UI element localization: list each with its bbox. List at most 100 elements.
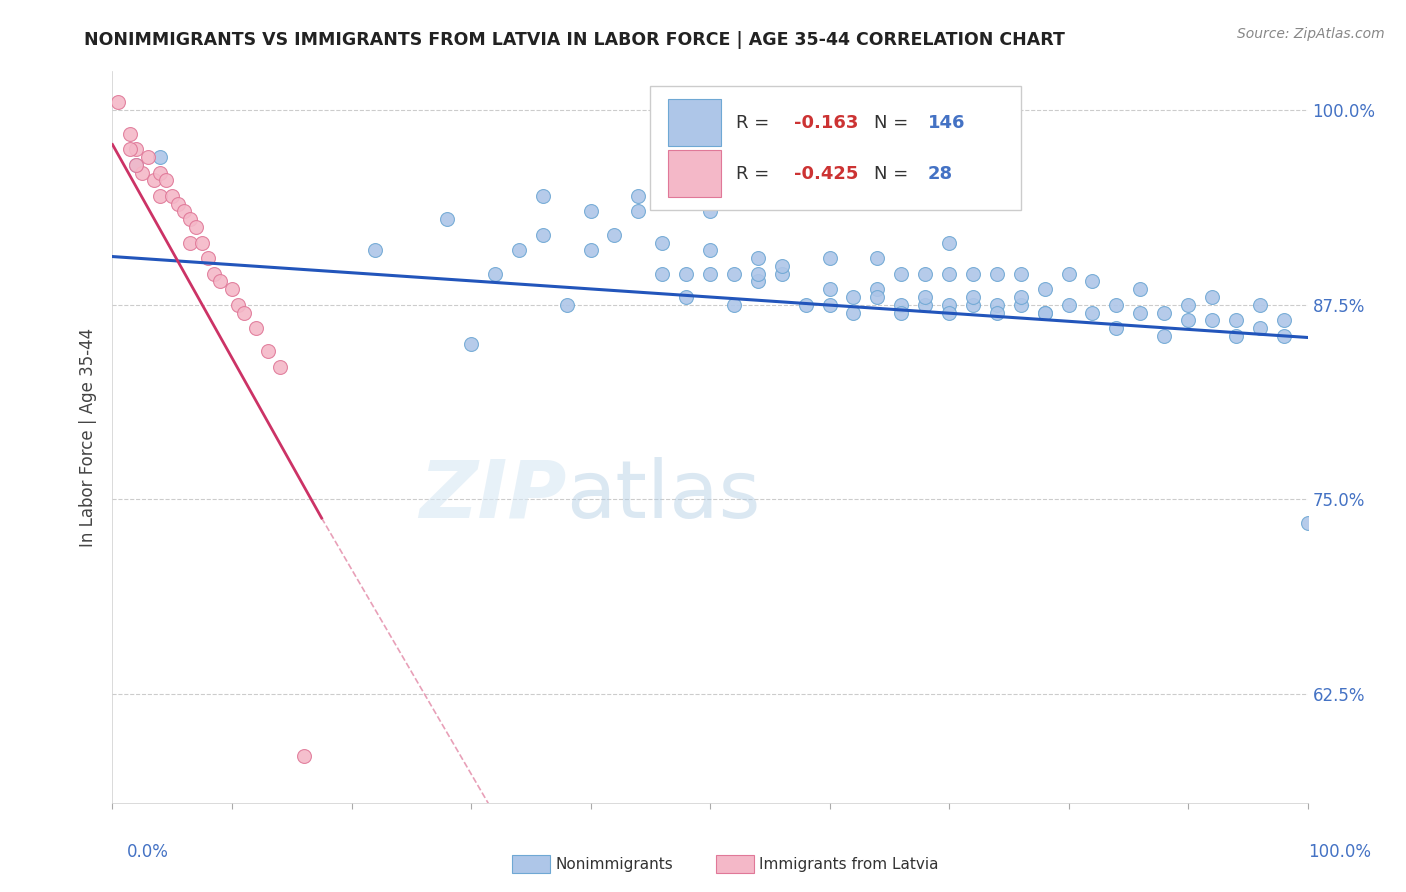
Point — [245, 321, 267, 335]
Text: 0.0%: 0.0% — [127, 843, 169, 861]
Point — [191, 235, 214, 250]
Point — [1249, 321, 1271, 335]
Point — [627, 189, 650, 203]
Text: N =: N = — [873, 113, 914, 131]
Point — [675, 267, 697, 281]
Point — [292, 749, 315, 764]
Point — [723, 298, 745, 312]
Point — [866, 282, 889, 296]
Point — [1272, 329, 1295, 343]
Point — [120, 127, 142, 141]
Point — [1033, 305, 1056, 319]
Point — [723, 267, 745, 281]
Point — [1201, 313, 1223, 327]
Point — [1057, 298, 1080, 312]
Point — [770, 259, 793, 273]
Point — [770, 267, 793, 281]
Point — [1010, 290, 1032, 304]
Text: ZIP: ZIP — [419, 457, 567, 534]
Text: -0.425: -0.425 — [794, 165, 858, 183]
Point — [1201, 290, 1223, 304]
Point — [1153, 329, 1175, 343]
Point — [699, 204, 721, 219]
Point — [531, 227, 554, 242]
Point — [1177, 313, 1199, 327]
Point — [842, 305, 865, 319]
Point — [1105, 298, 1128, 312]
Point — [579, 244, 602, 258]
Point — [197, 251, 219, 265]
Point — [1033, 305, 1056, 319]
Text: NONIMMIGRANTS VS IMMIGRANTS FROM LATVIA IN LABOR FORCE | AGE 35-44 CORRELATION C: NONIMMIGRANTS VS IMMIGRANTS FROM LATVIA … — [84, 31, 1066, 49]
Point — [1033, 282, 1056, 296]
Point — [1249, 298, 1271, 312]
Point — [143, 173, 166, 187]
Point — [986, 305, 1008, 319]
Text: 146: 146 — [928, 113, 965, 131]
Point — [699, 244, 721, 258]
Point — [226, 298, 249, 312]
Point — [866, 251, 889, 265]
Point — [364, 244, 387, 258]
Point — [818, 251, 841, 265]
Point — [1129, 282, 1152, 296]
Point — [627, 204, 650, 219]
Point — [651, 267, 673, 281]
Point — [436, 212, 458, 227]
Point — [125, 158, 148, 172]
Y-axis label: In Labor Force | Age 35-44: In Labor Force | Age 35-44 — [79, 327, 97, 547]
Point — [125, 158, 148, 172]
Point — [1296, 516, 1319, 530]
Point — [120, 142, 142, 156]
Point — [651, 235, 673, 250]
Point — [699, 267, 721, 281]
Point — [155, 173, 177, 187]
Point — [1081, 275, 1104, 289]
Point — [603, 227, 626, 242]
Point — [1225, 329, 1247, 343]
Point — [162, 189, 183, 203]
Point — [1153, 305, 1175, 319]
Text: -0.163: -0.163 — [794, 113, 858, 131]
Point — [125, 142, 148, 156]
Point — [173, 204, 195, 219]
Point — [179, 235, 201, 250]
Text: 100.0%: 100.0% — [1308, 843, 1371, 861]
Point — [962, 298, 984, 312]
Point — [1010, 267, 1032, 281]
Point — [866, 290, 889, 304]
Point — [1129, 305, 1152, 319]
Point — [914, 290, 936, 304]
Point — [794, 298, 817, 312]
Point — [747, 275, 769, 289]
Point — [233, 305, 256, 319]
Point — [1105, 321, 1128, 335]
Point — [1177, 298, 1199, 312]
Point — [1225, 313, 1247, 327]
FancyBboxPatch shape — [668, 151, 721, 197]
Point — [579, 204, 602, 219]
Point — [508, 244, 530, 258]
Point — [962, 267, 984, 281]
Point — [555, 298, 578, 312]
Text: N =: N = — [873, 165, 914, 183]
Point — [818, 282, 841, 296]
Point — [1010, 298, 1032, 312]
Point — [221, 282, 243, 296]
Point — [531, 189, 554, 203]
Point — [257, 344, 280, 359]
Point — [747, 251, 769, 265]
Point — [938, 298, 960, 312]
Text: Immigrants from Latvia: Immigrants from Latvia — [759, 857, 939, 871]
Text: atlas: atlas — [567, 457, 761, 534]
Point — [179, 212, 201, 227]
Point — [842, 290, 865, 304]
Point — [1272, 313, 1295, 327]
Point — [269, 359, 291, 374]
Point — [138, 150, 160, 164]
Point — [149, 189, 172, 203]
Point — [460, 336, 482, 351]
Text: R =: R = — [737, 113, 775, 131]
Point — [890, 305, 912, 319]
FancyBboxPatch shape — [651, 86, 1021, 211]
